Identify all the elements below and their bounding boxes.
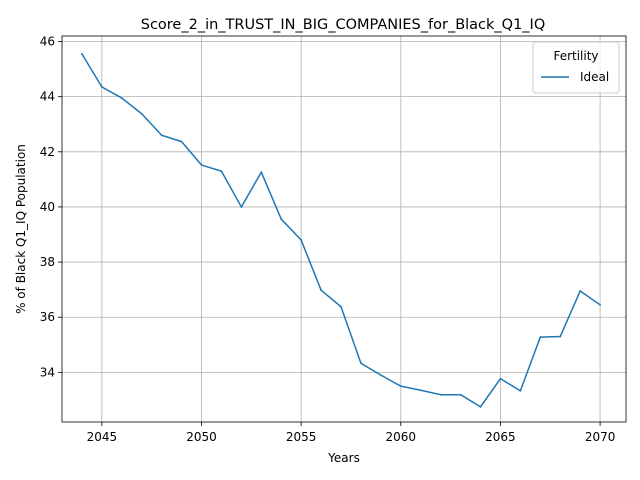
data-point: [499, 377, 502, 380]
data-point: [340, 305, 342, 308]
y-tick-label: 40: [40, 200, 55, 214]
y-tick-label: 46: [40, 35, 55, 49]
data-point: [81, 53, 83, 55]
data-point: [599, 303, 601, 306]
y-tick-label: 36: [40, 310, 55, 324]
data-point: [539, 336, 542, 338]
x-tick-label: 2060: [386, 430, 417, 444]
data-point: [160, 134, 163, 137]
data-point: [360, 362, 362, 365]
legend: Fertility Ideal: [532, 41, 620, 94]
data-point: [100, 86, 103, 88]
chart-title: Score_2_in_TRUST_IN_BIG_COMPANIES_for_Bl…: [141, 17, 546, 33]
x-tick-label: 2050: [186, 430, 217, 444]
legend-box: [532, 41, 620, 94]
x-axis-label: Years: [327, 451, 360, 465]
data-point: [260, 171, 263, 174]
data-point: [399, 385, 402, 388]
data-point: [300, 239, 303, 241]
data-point: [220, 170, 223, 173]
y-axis-label: % of Black Q1_IQ Population: [14, 144, 28, 314]
data-point: [579, 290, 582, 292]
data-point: [200, 164, 203, 166]
x-tick-label: 2055: [286, 430, 317, 444]
data-point: [419, 389, 422, 392]
data-point: [519, 389, 522, 392]
data-point: [280, 218, 283, 220]
data-point: [479, 405, 482, 408]
data-point: [240, 206, 243, 208]
data-point: [320, 289, 322, 292]
series-layer: [81, 53, 601, 408]
data-point: [180, 140, 183, 143]
data-point: [459, 393, 462, 396]
plot-frame: [61, 35, 627, 423]
y-tick-label: 44: [40, 90, 55, 104]
data-point: [120, 97, 123, 99]
data-point: [379, 374, 382, 377]
data-point: [140, 112, 143, 115]
grid-lines: [62, 36, 626, 422]
y-tick-label: 34: [40, 365, 55, 379]
x-axis: 2045 2050 2055 2060 2065 2070: [87, 422, 616, 444]
data-point: [559, 335, 562, 338]
legend-title: Fertility: [553, 49, 598, 63]
legend-label-ideal: Ideal: [580, 70, 609, 84]
y-tick-label: 42: [40, 145, 55, 159]
x-tick-label: 2070: [585, 430, 616, 444]
x-tick-label: 2065: [485, 430, 516, 444]
data-point: [439, 393, 442, 396]
x-tick-label: 2045: [87, 430, 118, 444]
y-axis: 34 36 38 40 42 44 46: [40, 35, 62, 379]
y-tick-label: 38: [40, 255, 55, 269]
